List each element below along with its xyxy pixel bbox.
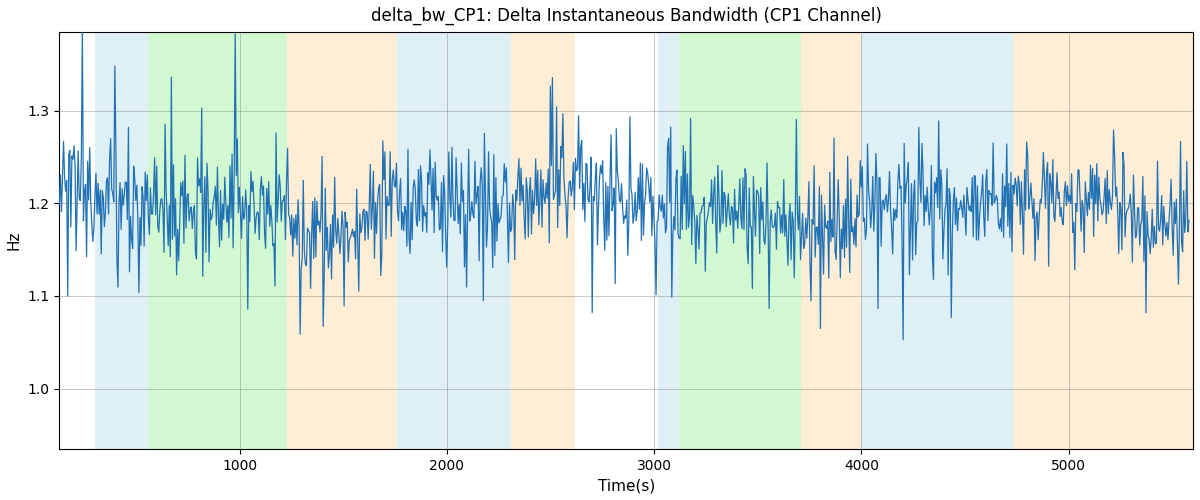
Bar — [95, 32, 149, 449]
X-axis label: Time(s): Time(s) — [598, 478, 655, 493]
Bar — [434, 32, 511, 449]
Bar — [287, 32, 397, 449]
Title: delta_bw_CP1: Delta Instantaneous Bandwidth (CP1 Channel): delta_bw_CP1: Delta Instantaneous Bandwi… — [371, 7, 882, 25]
Bar — [511, 32, 576, 449]
Bar — [149, 32, 287, 449]
Bar — [679, 32, 802, 449]
Bar — [397, 32, 434, 449]
Bar — [1013, 32, 1193, 449]
Bar — [862, 32, 1013, 449]
Bar — [802, 32, 862, 449]
Bar — [659, 32, 679, 449]
Y-axis label: Hz: Hz — [7, 230, 22, 250]
